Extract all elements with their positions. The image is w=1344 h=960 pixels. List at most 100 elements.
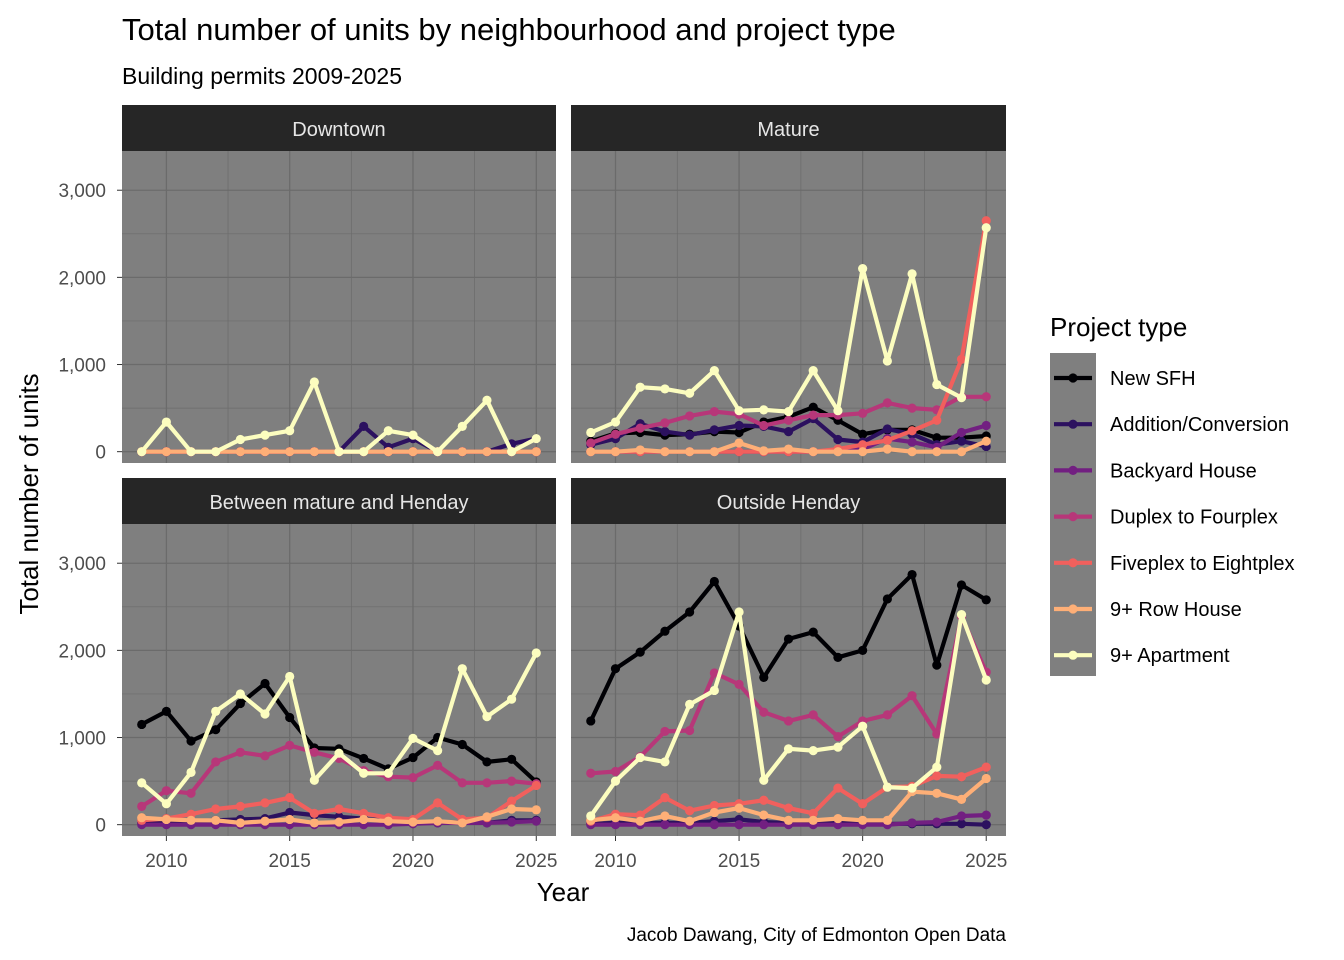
legend-key-point [1068,604,1078,614]
data-point [309,377,319,387]
panel-background [571,524,1006,836]
data-point [981,436,991,446]
data-point [858,429,868,439]
data-point [660,820,670,830]
data-point [285,814,295,825]
x-axis-title: Year [537,877,590,907]
data-point [507,804,517,814]
data-point [981,216,991,226]
data-point [783,444,794,454]
data-point [734,679,744,689]
data-point [907,691,917,701]
data-point [783,427,794,437]
data-point [783,803,794,813]
data-point [457,739,467,750]
data-point [833,732,843,742]
data-point [858,645,868,655]
data-point [759,420,769,431]
x-tick-label: 2025 [515,851,557,872]
y-tick-label: 3,000 [58,554,106,575]
data-point [956,393,967,403]
data-point [161,417,171,427]
data-point [586,447,596,457]
data-point [709,800,719,811]
data-point [858,799,868,809]
data-point [709,366,719,376]
data-point [882,710,892,720]
panel-strip [571,478,1006,524]
data-point [808,710,818,720]
data-point [309,808,319,818]
legend-entry: Fiveplex to Eightplex [1110,553,1295,575]
data-point [359,753,369,764]
legend-entry: 9+ Apartment [1110,645,1230,667]
data-point [660,418,670,428]
y-tick-label: 0 [95,816,106,837]
data-point [507,754,517,764]
data-point [660,626,670,636]
data-point [660,447,670,457]
data-point [482,757,492,767]
data-point [186,736,196,746]
data-point [408,430,418,440]
data-point [981,392,991,402]
data-point [211,706,221,716]
data-point [457,421,467,431]
data-point [759,405,769,415]
data-point [285,740,295,750]
data-point [610,447,621,457]
x-tick-label: 2015 [269,851,311,872]
data-point [433,816,443,826]
data-point [981,675,991,685]
data-point [685,388,695,398]
data-point [907,269,917,279]
data-point [685,725,695,736]
legend-key-point [1068,650,1078,660]
data-point [186,767,196,777]
data-point [734,406,744,416]
chart-caption: Jacob Dawang, City of Edmonton Open Data [627,925,1007,946]
data-point [235,447,245,457]
data-point [734,447,744,457]
data-point [660,811,670,821]
data-point [285,426,295,436]
data-point [137,447,147,457]
data-point [981,223,991,233]
chart-subtitle: Building permits 2009-2025 [122,63,402,89]
data-point [932,729,942,739]
data-point [660,726,670,737]
data-point [161,814,171,825]
data-point [907,818,917,828]
data-point [833,406,843,416]
data-point [235,689,245,699]
data-point [759,775,769,785]
y-tick-label: 1,000 [58,729,106,750]
data-point [882,782,892,792]
data-point [709,807,719,818]
data-point [383,426,393,436]
y-tick-label: 2,000 [58,268,106,289]
data-point [734,820,744,830]
data-point [783,415,794,425]
data-point [531,648,541,658]
data-point [685,699,695,710]
data-point [137,813,147,823]
data-point [285,793,295,803]
data-point [882,356,892,366]
data-point [531,780,541,791]
data-point [285,712,295,723]
data-point [586,438,596,448]
data-point [507,796,517,806]
data-point [482,778,492,788]
data-point [759,707,769,717]
panel-background [122,524,556,836]
data-point [981,773,991,784]
data-point [610,429,621,439]
legend-key-point [1068,419,1078,429]
legend-entry: Addition/Conversion [1110,414,1289,436]
data-point [457,447,467,457]
x-tick-label: 2020 [842,851,884,872]
legend-key-point [1068,511,1078,522]
data-point [759,446,769,456]
